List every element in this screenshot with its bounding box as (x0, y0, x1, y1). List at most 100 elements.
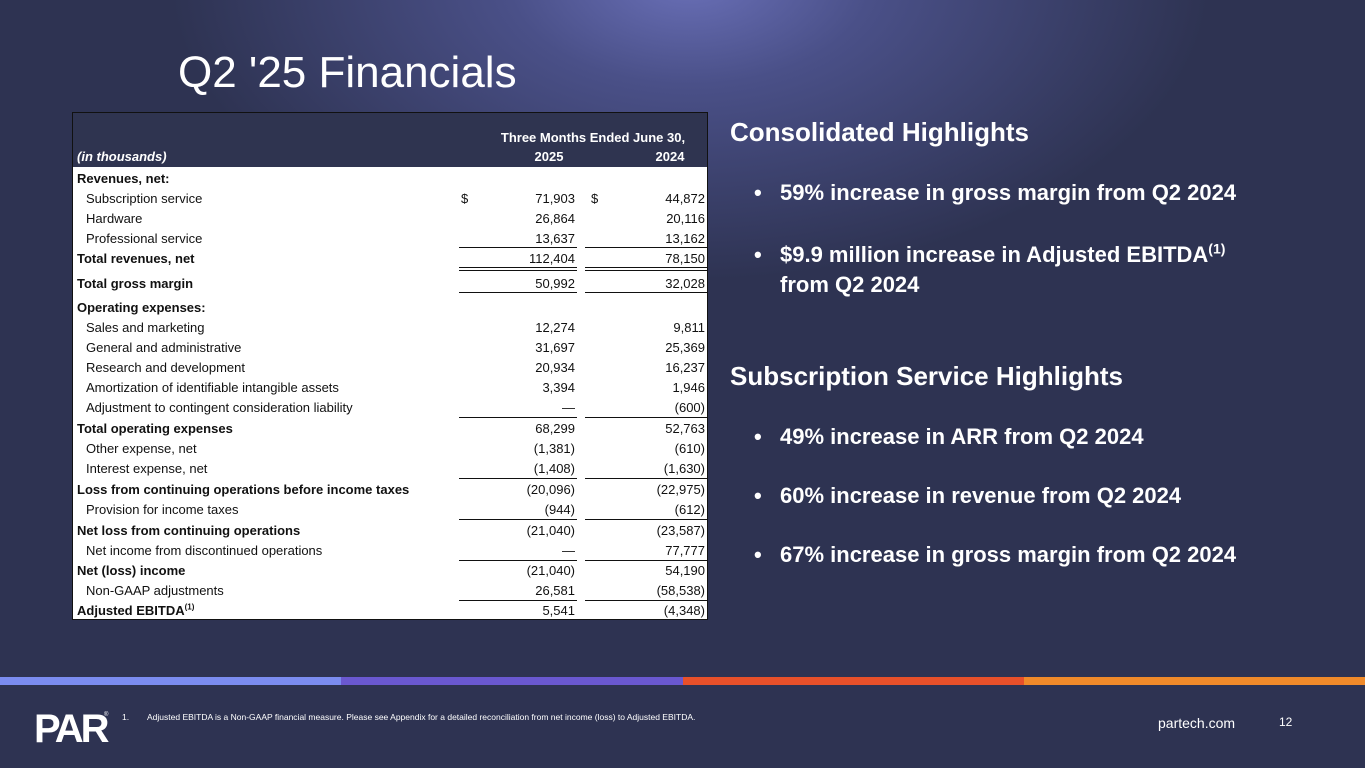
value-2025: 26,581 (535, 583, 575, 598)
value-2025: 31,697 (535, 340, 575, 355)
accent-bar (683, 677, 1024, 685)
value-2024: 13,162 (665, 231, 705, 246)
row-label: Loss from continuing operations before i… (77, 482, 410, 497)
value-2024: (612) (674, 502, 705, 517)
row-label: General and administrative (86, 340, 242, 355)
value-2025: (21,040) (526, 563, 575, 578)
value-2024: 52,763 (665, 421, 705, 436)
bullet-text: 60% increase in revenue from Q2 2024 (780, 483, 1182, 508)
underline (585, 247, 707, 248)
adjusted-ebitda-label: Adjusted EBITDA (77, 603, 185, 618)
row-label: Total operating expenses (77, 421, 233, 436)
value-2025: 3,394 (542, 380, 575, 395)
value-2024: 20,116 (666, 211, 705, 226)
underline (585, 478, 707, 479)
table-row: Research and development 20,934 16,237 (73, 357, 707, 377)
bullet-text: 59% increase in gross margin from Q2 202… (780, 180, 1237, 205)
column-header-2025: 2025 (534, 149, 564, 164)
units-label: (in thousands) (77, 149, 167, 164)
table-row: Other expense, net (1,381) (610) (73, 438, 707, 458)
double-underline (585, 267, 707, 268)
table-row: Net (loss) income (21,040) 54,190 (73, 560, 707, 580)
underline (459, 600, 577, 601)
accent-bar (0, 677, 341, 685)
value-2024: 9,811 (673, 320, 705, 335)
bullet-icon: • (754, 483, 762, 508)
footnote-marker: (1) (184, 602, 195, 612)
value-2025: 13,637 (535, 231, 575, 246)
bullet-text: 67% increase in gross margin from Q2 202… (780, 542, 1237, 567)
row-label: Hardware (86, 211, 143, 226)
underline (459, 247, 577, 248)
row-label: Revenues, net: (77, 171, 170, 186)
value-2024: (1,630) (663, 461, 705, 476)
bullet-line-1: $9.9 million increase in Adjusted EBITDA (780, 242, 1209, 267)
currency-symbol-2025: $ (461, 191, 469, 206)
table-row: Adjustment to contingent consideration l… (73, 397, 707, 417)
value-2024: 78,150 (665, 251, 705, 266)
table-row: Non-GAAP adjustments 26,581 (58,538) (73, 580, 707, 600)
value-2025: 112,404 (528, 251, 575, 266)
value-2024: (610) (674, 441, 705, 456)
table-row: Operating expenses: (73, 297, 707, 317)
table-row: Loss from continuing operations before i… (73, 479, 707, 499)
table-row: Net loss from continuing operations (21,… (73, 520, 707, 540)
bullet-icon: • (754, 242, 762, 267)
value-2025: (21,040) (526, 523, 575, 538)
page-number: 12 (1279, 715, 1293, 729)
row-label: Research and development (86, 360, 245, 375)
bullet-line-2: from Q2 2024 (780, 272, 920, 297)
value-2025: 20,934 (535, 360, 575, 375)
footnote-marker: (1) (1208, 240, 1226, 257)
value-2024: (22,975) (656, 482, 705, 497)
accent-bar (1024, 677, 1365, 685)
bullet-text: 49% increase in ARR from Q2 2024 (780, 424, 1144, 449)
value-2025: 26,864 (535, 211, 575, 226)
row-label: Provision for income taxes (86, 502, 239, 517)
row-label: Sales and marketing (86, 320, 205, 335)
value-2025: — (562, 400, 575, 415)
subscription-heading: Subscription Service Highlights (730, 361, 1123, 391)
row-label: Interest expense, net (86, 461, 208, 476)
table-row: Provision for income taxes (944) (612) (73, 499, 707, 519)
underline (459, 417, 577, 418)
table-header: Three Months Ended June 30, (in thousand… (73, 113, 707, 167)
value-2024: 77,777 (665, 543, 705, 558)
financials-table: Three Months Ended June 30, (in thousand… (72, 112, 708, 620)
value-2025: 71,903 (535, 191, 575, 206)
row-label: Professional service (86, 231, 203, 246)
double-underline (459, 267, 577, 268)
underline (585, 600, 707, 601)
value-2025: 12,274 (535, 320, 575, 335)
underline (459, 478, 577, 479)
table-row: Total gross margin 50,992 32,028 (73, 273, 707, 293)
accent-bar (341, 677, 683, 685)
underline (585, 519, 707, 520)
row-label: Net income from discontinued operations (86, 543, 323, 558)
value-2024: (23,587) (656, 523, 705, 538)
underline (459, 560, 577, 561)
website-link[interactable]: partech.com (1158, 715, 1236, 731)
value-2025: (1,408) (533, 461, 575, 476)
row-label: Net loss from continuing operations (77, 523, 301, 538)
footnote-number: 1. (122, 712, 130, 722)
row-label: Subscription service (86, 191, 203, 206)
value-2025: 68,299 (535, 421, 575, 436)
bullet-icon: • (754, 542, 762, 567)
value-2024: 16,237 (665, 360, 705, 375)
row-label: Total gross margin (77, 276, 194, 291)
double-underline (585, 270, 707, 271)
value-2024: 44,872 (665, 191, 705, 206)
row-label: Operating expenses: (77, 300, 206, 315)
currency-symbol-2024: $ (591, 191, 599, 206)
table-row: Total revenues, net 112,404 78,150 (73, 248, 707, 268)
bullet-text: $9.9 million increase in Adjusted EBITDA… (780, 240, 1225, 300)
table-row: Revenues, net: (73, 168, 707, 188)
value-2025: 50,992 (535, 276, 575, 291)
column-header-2024: 2024 (655, 149, 685, 164)
table-row: General and administrative 31,697 25,369 (73, 337, 707, 357)
underline (585, 560, 707, 561)
underline (459, 292, 577, 293)
table-row: Total operating expenses 68,299 52,763 (73, 418, 707, 438)
value-2025: 5,541 (542, 603, 575, 618)
